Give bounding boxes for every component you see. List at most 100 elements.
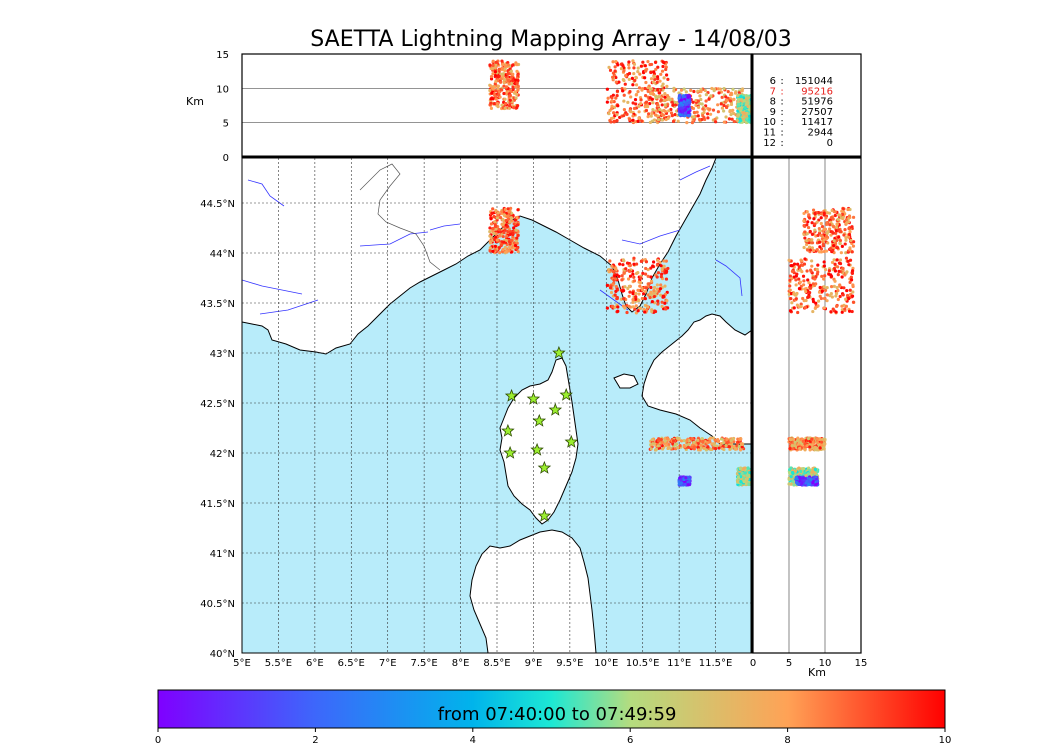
source-point-lon-alt bbox=[716, 103, 720, 107]
count-separator: : bbox=[780, 128, 783, 139]
source-point-alt-lat bbox=[797, 277, 801, 281]
source-point-lon-alt bbox=[631, 101, 635, 105]
source-point-map bbox=[628, 269, 632, 273]
source-point-lon-alt bbox=[733, 91, 738, 95]
source-point-lon-alt bbox=[677, 96, 681, 100]
source-point-alt-lat bbox=[789, 296, 793, 301]
source-point-lon-alt bbox=[653, 113, 658, 117]
source-point-map bbox=[504, 238, 508, 243]
source-point-alt-lat bbox=[835, 258, 839, 262]
source-point-lon-alt bbox=[684, 90, 688, 94]
source-point-map bbox=[744, 482, 748, 486]
source-point-alt-lat bbox=[844, 297, 848, 301]
source-point-lon-alt bbox=[501, 62, 505, 67]
source-point-alt-lat bbox=[811, 300, 816, 304]
source-point-map bbox=[644, 266, 648, 271]
source-point-lon-alt bbox=[631, 59, 635, 63]
source-point-lon-alt bbox=[614, 75, 618, 80]
source-point-lon-alt bbox=[703, 88, 707, 93]
source-point-lon-alt bbox=[730, 109, 734, 113]
source-point-lon-alt bbox=[665, 94, 670, 98]
source-point-lon-alt bbox=[660, 112, 664, 116]
source-point-alt-lat bbox=[834, 294, 838, 298]
source-point-lon-alt bbox=[619, 67, 624, 71]
source-point-map bbox=[646, 267, 650, 272]
source-point-map bbox=[686, 483, 690, 487]
source-point-alt-lat bbox=[848, 288, 852, 292]
source-point-map bbox=[687, 442, 691, 446]
source-point-map bbox=[512, 241, 516, 245]
source-point-alt-lat bbox=[809, 472, 813, 477]
source-point-alt-lat bbox=[802, 262, 807, 266]
count-value: 27507 bbox=[801, 107, 833, 118]
source-point-alt-lat bbox=[844, 304, 849, 308]
source-point-map bbox=[502, 240, 506, 244]
source-point-lon-alt bbox=[695, 110, 699, 114]
source-point-map bbox=[605, 306, 609, 310]
source-point-alt-lat bbox=[814, 301, 818, 305]
source-point-alt-lat bbox=[841, 216, 845, 220]
source-point-lon-alt bbox=[493, 70, 498, 74]
source-point-lon-alt bbox=[656, 65, 660, 69]
source-point-map bbox=[509, 238, 514, 243]
source-point-alt-lat bbox=[816, 263, 820, 267]
map-x-tick-label: 6.5°E bbox=[338, 658, 365, 669]
source-point-lon-alt bbox=[682, 87, 686, 91]
source-point-lon-alt bbox=[702, 110, 706, 115]
source-point-lon-alt bbox=[489, 101, 493, 105]
source-point-lon-alt bbox=[655, 75, 660, 79]
source-point-map bbox=[740, 442, 744, 447]
source-point-alt-lat bbox=[825, 286, 829, 290]
source-point-alt-lat bbox=[841, 293, 845, 297]
source-point-lon-alt bbox=[639, 98, 643, 102]
count-stations: 11 bbox=[763, 128, 776, 139]
source-point-alt-lat bbox=[839, 251, 843, 255]
source-point-alt-lat bbox=[797, 482, 801, 487]
source-point-map bbox=[722, 441, 726, 445]
source-point-map bbox=[642, 307, 646, 311]
source-point-alt-lat bbox=[803, 305, 808, 310]
source-point-map bbox=[611, 304, 615, 308]
source-point-map bbox=[632, 275, 636, 279]
source-point-map bbox=[740, 445, 744, 449]
source-point-lon-alt bbox=[665, 84, 669, 88]
source-point-lon-alt bbox=[686, 95, 690, 99]
map-x-tick-label: 5°E bbox=[233, 658, 251, 669]
source-point-lon-alt bbox=[736, 93, 740, 98]
source-point-alt-lat bbox=[807, 245, 812, 249]
colorbar-ticks: 0 2 4 6 8 10 bbox=[155, 728, 951, 746]
source-point-map bbox=[516, 208, 520, 212]
source-point-alt-lat bbox=[803, 442, 807, 446]
source-point-lon-alt bbox=[494, 60, 498, 64]
source-point-lon-alt bbox=[509, 69, 513, 73]
source-point-alt-lat bbox=[801, 439, 805, 443]
source-point-lon-alt bbox=[671, 103, 675, 107]
source-point-map bbox=[491, 207, 495, 211]
side-unit-label: Km bbox=[808, 666, 826, 679]
source-point-map bbox=[628, 290, 632, 294]
source-point-lon-alt bbox=[505, 85, 509, 89]
source-point-map bbox=[640, 259, 644, 263]
source-point-lon-alt bbox=[724, 115, 728, 119]
source-point-lon-alt bbox=[502, 84, 506, 88]
source-point-alt-lat bbox=[807, 225, 811, 230]
source-point-map bbox=[622, 271, 626, 275]
source-point-alt-lat bbox=[838, 258, 843, 262]
source-point-map bbox=[656, 271, 661, 275]
source-point-map bbox=[651, 264, 655, 268]
source-point-map bbox=[634, 291, 638, 296]
source-point-map bbox=[625, 310, 629, 315]
source-point-alt-lat bbox=[800, 481, 804, 485]
source-point-lon-alt bbox=[708, 107, 712, 111]
source-point-alt-lat bbox=[832, 258, 836, 262]
source-point-map bbox=[612, 269, 616, 273]
map-x-tick-label: 5.5°E bbox=[265, 658, 292, 669]
source-point-map bbox=[631, 305, 635, 309]
source-point-map bbox=[702, 446, 706, 451]
source-point-lon-alt bbox=[511, 85, 515, 89]
source-point-lon-alt bbox=[654, 109, 658, 113]
source-point-lon-alt bbox=[644, 80, 648, 85]
source-point-alt-lat bbox=[827, 272, 831, 276]
source-point-alt-lat bbox=[814, 483, 818, 487]
source-point-map bbox=[516, 249, 520, 254]
